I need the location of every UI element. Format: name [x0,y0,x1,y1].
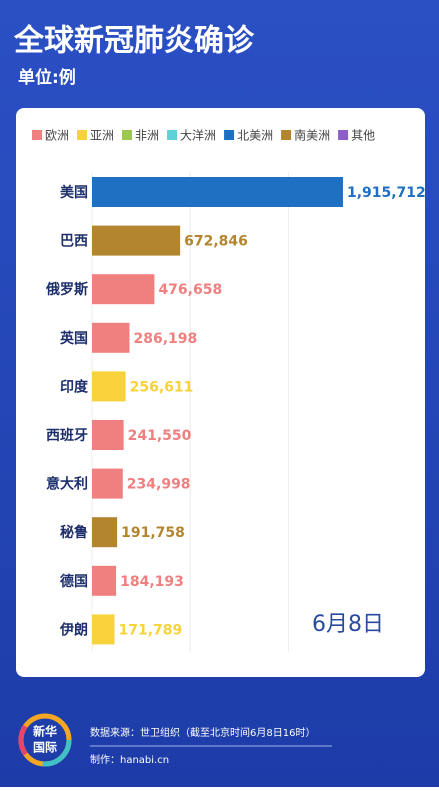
legend-label: 亚洲 [90,129,114,143]
value-label: 234,998 [127,477,191,493]
legend-label: 其他 [351,129,375,143]
legend-label: 北美洲 [237,129,273,143]
category-label: 美国 [60,184,88,201]
legend-label: 非洲 [135,129,159,143]
category-label: 英国 [59,330,88,347]
legend-swatch [122,130,133,140]
logo-text: 新华 [33,724,57,739]
value-label: 171,789 [119,622,183,638]
legend-label: 南美洲 [294,128,330,143]
bar [92,371,126,402]
legend-label: 欧洲 [45,129,69,143]
logo-text: 国际 [33,741,57,755]
category-label: 意大利 [46,476,88,493]
value-label: 184,193 [120,574,184,590]
legend-label: 大洋洲 [180,128,216,143]
bar [92,420,124,450]
category-label: 巴西 [60,234,88,250]
bar [92,614,115,645]
value-label: 672,846 [184,234,248,250]
subtitle: 单位:例 [18,67,76,88]
legend-swatch [281,130,292,140]
logo-ring [18,713,72,767]
logo-ring [18,713,72,767]
value-label: 286,198 [133,331,197,347]
bar [92,274,155,305]
legend-swatch [167,130,178,140]
value-label: 241,550 [128,428,192,444]
title: 全球新冠肺炎确诊 [13,24,255,59]
bar [92,322,130,353]
category-label: 秘鲁 [60,524,88,541]
value-label: 191,758 [121,525,185,541]
credit: 制作：hanabi.cn [90,753,169,766]
value-label: 476,658 [158,282,222,298]
bar [92,565,117,596]
value-label: 1,915,712 [347,185,426,201]
logo: 新华 国际 [18,713,72,767]
category-label: 伊朗 [59,621,88,638]
source: 数据来源：世卫组织（截至北京时间6月8日16时） [90,726,315,739]
category-label: 俄罗斯 [45,281,88,298]
category-label: 印度 [60,378,89,395]
legend-swatch [32,130,42,140]
legend-swatch [338,130,349,140]
bar [92,468,123,499]
bar [92,517,118,548]
legend-swatch [224,130,235,140]
value-label: 256,611 [130,379,194,395]
category-label: 西班牙 [46,427,88,444]
legend-swatch [77,130,88,140]
bar [92,177,343,207]
bar [92,225,181,256]
category-label: 德国 [60,573,88,590]
date-annotation: 6月8日 [312,612,384,637]
